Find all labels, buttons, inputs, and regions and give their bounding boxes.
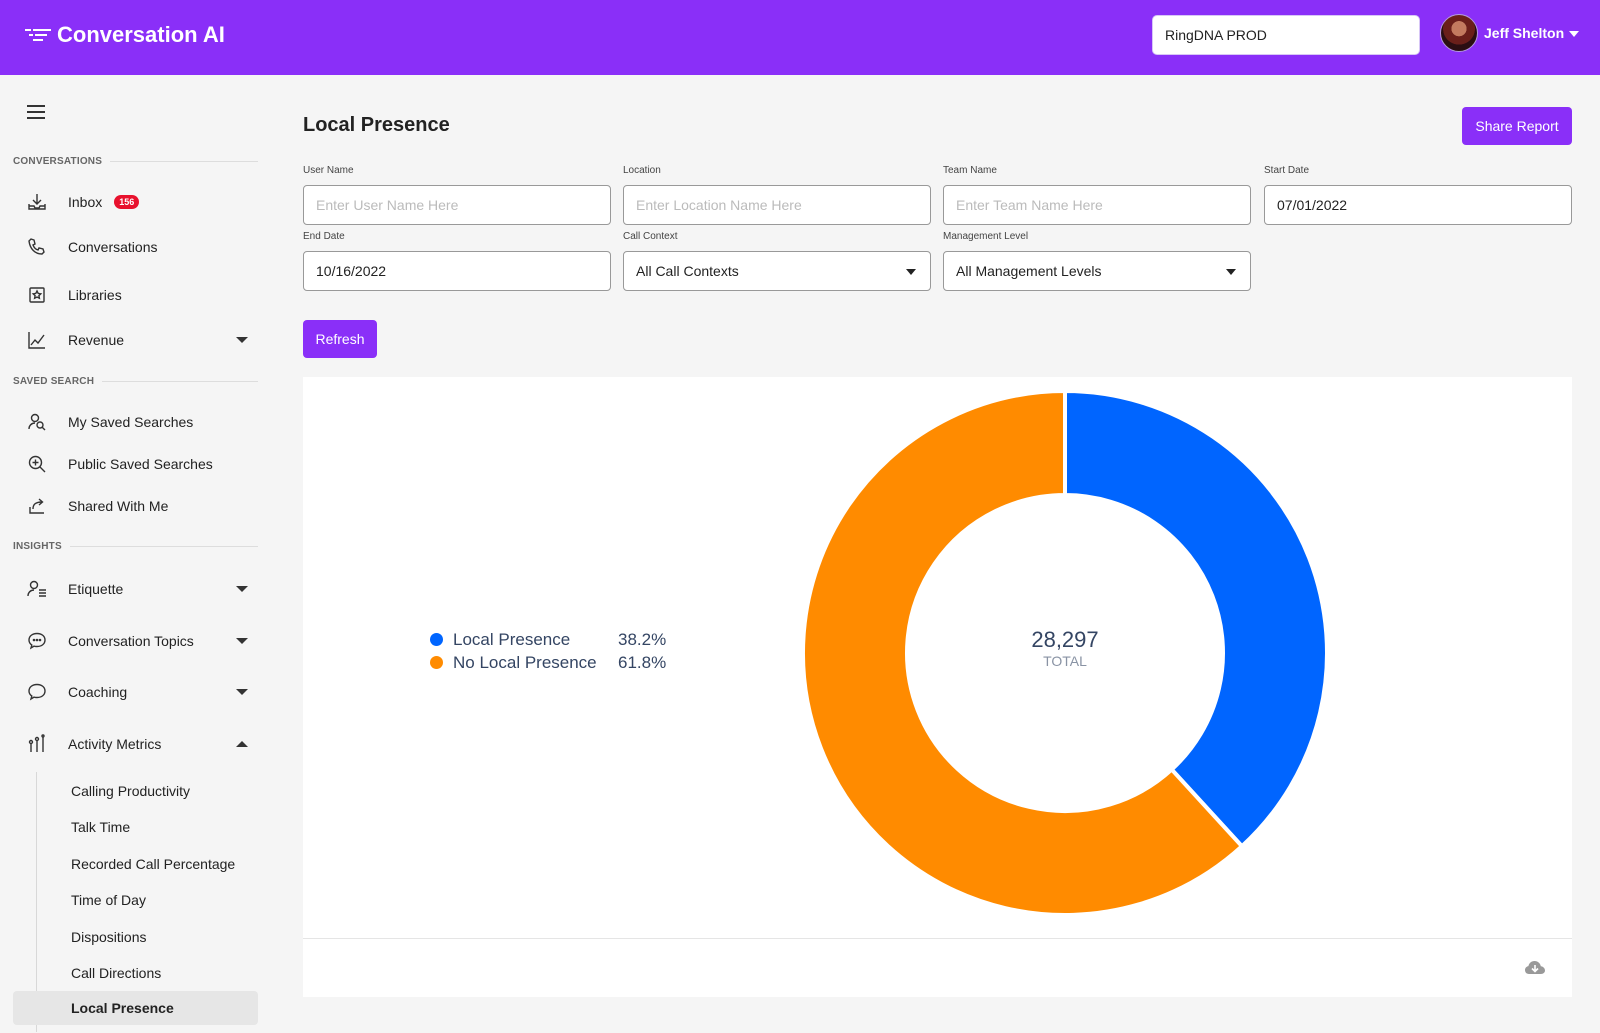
donut-slice-no-local-presence[interactable] (801, 388, 1245, 917)
chevron-down-icon (1569, 31, 1580, 37)
start-date-label: Start Date (1264, 165, 1310, 176)
sidebar-item-label: Etiquette (68, 581, 124, 597)
donut-center-label: TOTAL (1043, 653, 1087, 669)
sidebar (0, 75, 270, 1033)
legend-value: 61.8% (618, 652, 667, 672)
sidebar-item-label: Coaching (68, 684, 128, 700)
page-title: Local Presence (303, 114, 450, 136)
inbox-count-badge: 156 (114, 195, 140, 209)
user-name: Jeff Shelton (1484, 25, 1565, 41)
legend-label: Local Presence (453, 629, 571, 649)
share-icon (26, 495, 48, 517)
donut-slice-local-presence[interactable] (1063, 388, 1329, 850)
submenu-rail (36, 772, 37, 1032)
chart-footer (303, 938, 1572, 997)
brand-logo-icon (25, 29, 51, 41)
section-label-saved-search: SAVED SEARCH (13, 376, 258, 387)
sidebar-item-label: Inbox (68, 194, 103, 210)
chart-legend: Local Presence 38.2% No Local Presence 6… (430, 628, 678, 674)
legend-swatch-local-presence (430, 633, 443, 646)
legend-value: 38.2% (618, 629, 667, 649)
sidebar-item-label: Shared With Me (68, 498, 169, 514)
org-selector[interactable]: RingDNA PROD (1152, 15, 1420, 55)
user-list-icon (26, 578, 48, 600)
sidebar-item-shared-with-me[interactable]: Shared With Me (13, 488, 258, 524)
chevron-down-icon[interactable] (236, 586, 248, 592)
sidebar-subitem-talk-time[interactable]: Talk Time (71, 819, 131, 835)
sidebar-subitem-calling-productivity[interactable]: Calling Productivity (71, 783, 191, 799)
legend-item[interactable]: Local Presence 38.2% (430, 628, 678, 651)
sidebar-subitem-call-directions[interactable]: Call Directions (71, 965, 162, 981)
chevron-down-icon[interactable] (236, 638, 248, 644)
phone-icon (26, 236, 48, 258)
top-bar: Conversation AI RingDNA PROD Jeff Shelto… (0, 0, 1600, 75)
location-input[interactable] (623, 185, 931, 225)
management-level-select[interactable]: All Management Levels (943, 251, 1251, 291)
user-name-input[interactable] (303, 185, 611, 225)
sidebar-item-revenue[interactable]: Revenue (13, 322, 258, 358)
line-chart-icon (26, 329, 48, 351)
sidebar-subitem-time-of-day[interactable]: Time of Day (71, 892, 146, 908)
sidebar-item-conversations[interactable]: Conversations (13, 229, 258, 265)
chevron-down-icon (1226, 269, 1236, 275)
management-level-label: Management Level (943, 231, 1029, 242)
menu-icon[interactable] (27, 105, 45, 119)
sidebar-item-coaching[interactable]: Coaching (13, 674, 258, 710)
call-context-value: All Call Contexts (636, 263, 739, 279)
library-icon (26, 284, 48, 306)
sidebar-item-label: Conversation Topics (68, 633, 194, 649)
call-context-select[interactable]: All Call Contexts (623, 251, 931, 291)
sidebar-item-label: Revenue (68, 332, 125, 348)
team-name-label: Team Name (943, 165, 997, 176)
inbox-icon (26, 191, 48, 213)
sidebar-subitem-local-presence[interactable]: Local Presence (13, 991, 258, 1025)
brand-name: Conversation AI (57, 22, 225, 47)
chevron-down-icon[interactable] (236, 337, 248, 343)
start-date-input[interactable] (1264, 185, 1572, 225)
legend-label: No Local Presence (453, 652, 597, 672)
legend-item[interactable]: No Local Presence 61.8% (430, 651, 678, 674)
user-name-label: User Name (303, 165, 354, 176)
team-name-input[interactable] (943, 185, 1251, 225)
end-date-input[interactable] (303, 251, 611, 291)
sidebar-item-label: Activity Metrics (68, 736, 162, 752)
end-date-label: End Date (303, 231, 345, 242)
sidebar-subitem-dispositions[interactable]: Dispositions (71, 929, 147, 945)
sidebar-item-public-saved-searches[interactable]: Public Saved Searches (13, 446, 258, 482)
sidebar-item-label: My Saved Searches (68, 414, 194, 430)
avatar (1440, 14, 1478, 52)
sidebar-item-inbox[interactable]: Inbox 156 (13, 184, 258, 220)
section-label-conversations: CONVERSATIONS (13, 156, 258, 167)
sidebar-item-etiquette[interactable]: Etiquette (13, 571, 258, 607)
share-report-button[interactable]: Share Report (1462, 107, 1572, 145)
cloud-download-icon[interactable] (1524, 959, 1546, 977)
user-menu[interactable]: Jeff Shelton (1440, 14, 1580, 52)
sidebar-item-activity-metrics[interactable]: Activity Metrics (13, 726, 258, 762)
legend-swatch-no-local-presence (430, 656, 443, 669)
management-level-value: All Management Levels (956, 263, 1102, 279)
chevron-up-icon[interactable] (236, 741, 248, 747)
call-context-label: Call Context (623, 231, 678, 242)
sidebar-item-label: Public Saved Searches (68, 456, 213, 472)
chevron-down-icon (906, 269, 916, 275)
sidebar-item-conversation-topics[interactable]: Conversation Topics (13, 623, 258, 659)
donut-center-value: 28,297 (1031, 627, 1098, 652)
sidebar-item-my-saved-searches[interactable]: My Saved Searches (13, 404, 258, 440)
speech-bubble-icon (26, 681, 48, 703)
sliders-icon (26, 733, 48, 755)
sidebar-item-libraries[interactable]: Libraries (13, 277, 258, 313)
sidebar-subitem-recorded-call-percentage[interactable]: Recorded Call Percentage (71, 856, 236, 872)
refresh-button[interactable]: Refresh (303, 320, 377, 358)
user-search-icon (26, 411, 48, 433)
section-label-insights: INSIGHTS (13, 541, 258, 552)
brand[interactable]: Conversation AI (25, 22, 225, 48)
sidebar-item-label: Conversations (68, 239, 158, 255)
chevron-down-icon[interactable] (236, 689, 248, 695)
chat-bubble-icon (26, 630, 48, 652)
sidebar-item-label: Libraries (68, 287, 122, 303)
location-label: Location (623, 165, 661, 176)
donut-chart: 28,297 TOTAL (801, 388, 1329, 917)
zoom-in-icon (26, 453, 48, 475)
